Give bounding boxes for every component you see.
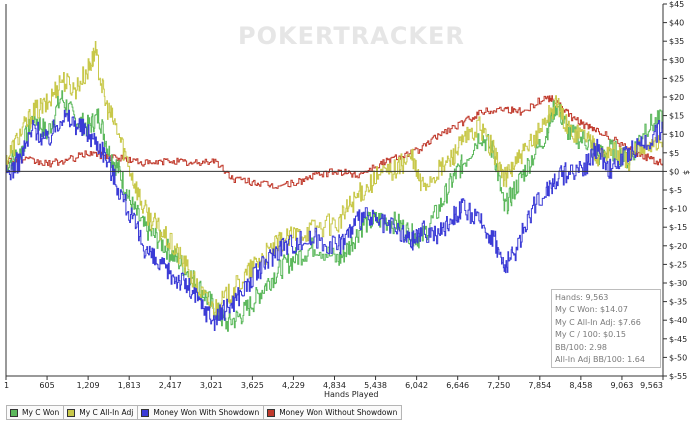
y-tick-label: $-5 (669, 186, 682, 195)
y-tick-label: $45 (669, 0, 684, 9)
legend-label: My C Won (22, 408, 60, 417)
x-tick-label: 6,646 (446, 381, 469, 390)
y-tick-label: $-55 (669, 372, 687, 381)
stats-box: Hands: 9,563 My C Won: $14.07 My C All-I… (551, 289, 661, 368)
stat-bb-100: BB/100: 2.98 (555, 342, 607, 352)
legend-swatch (141, 408, 150, 417)
legend-swatch (10, 408, 18, 417)
stat-allin-bb-100: All-In Adj BB/100: 1.64 (555, 355, 645, 365)
watermark: POKERTRACKER (238, 22, 465, 50)
x-tick-label: 8,458 (569, 381, 592, 390)
stat-hands: Hands: 9,563 (555, 293, 609, 302)
series-layer (6, 41, 664, 332)
axes-layer: $45 $40 $35 $30 $25 $20 $15 $10 $5 $0 $-5 $-10 $-15 $… (4, 0, 687, 390)
x-tick-label: 1,209 (77, 381, 100, 390)
x-tick-label: 7,854 (528, 381, 551, 390)
y-tick-label: $15 (669, 112, 684, 121)
y-tick-label: $30 (669, 56, 684, 65)
y-tick-label: $-45 (669, 335, 687, 344)
x-tick-label: 4,834 (323, 381, 346, 390)
series-line-my-c-all-in-adj (6, 41, 664, 319)
x-tick-label: 1,813 (118, 381, 141, 390)
stat-won: My C Won: $14.07 (555, 305, 628, 315)
x-tick-label: 605 (39, 381, 54, 390)
x-tick-label: 2,417 (159, 381, 182, 390)
y-tick-label: $-25 (669, 260, 687, 269)
legend-label: My C All-In Adj (79, 408, 134, 417)
x-axis-title: Hands Played (324, 390, 378, 399)
y-tick-label: $-20 (669, 242, 687, 251)
x-tick-label: 9,563 (640, 381, 663, 390)
x-tick-label: 4,229 (282, 381, 305, 390)
y-tick-label: $-15 (669, 223, 687, 232)
y-tick-label: $-35 (669, 298, 687, 307)
series-line-money-won-with-showdown (6, 109, 664, 331)
y-tick-label: $25 (669, 74, 684, 83)
y-tick-label: $-50 (669, 353, 687, 362)
y-tick-label: $40 (669, 19, 684, 28)
y-tick-label: $0 (669, 167, 679, 176)
y-tick-label: $-40 (669, 316, 687, 325)
legend-swatch (67, 408, 76, 417)
legend-label: Money Won With Showdown (153, 408, 260, 417)
y-tick-label: $-30 (669, 279, 687, 288)
y-tick-label: $10 (669, 130, 684, 139)
legend-item-with-showdown[interactable]: Money Won With Showdown (137, 405, 265, 420)
stat-per-100: My C / 100: $0.15 (555, 330, 626, 340)
x-tick-label: 7,250 (487, 381, 510, 390)
stat-allin-adj: My C All-In Adj: $7.66 (555, 317, 641, 327)
legend-item-all-in-adj[interactable]: My C All-In Adj (63, 405, 139, 420)
legend: My C Won My C All-In Adj Money Won With … (6, 405, 403, 420)
x-tick-label: 3,625 (241, 381, 264, 390)
y-axis-title: $ (682, 170, 691, 175)
x-tick-label: 3,021 (200, 381, 223, 390)
x-tick-label: 6,042 (405, 381, 428, 390)
legend-item-my-c-won[interactable]: My C Won (6, 405, 65, 420)
x-tick-label: 5,438 (364, 381, 387, 390)
legend-label: Money Won Without Showdown (279, 408, 398, 417)
y-tick-label: $35 (669, 37, 684, 46)
y-tick-label: $-10 (669, 205, 687, 214)
y-tick-label: $20 (669, 93, 684, 102)
y-tick-label: $5 (669, 149, 679, 158)
legend-item-without-showdown[interactable]: Money Won Without Showdown (263, 405, 403, 420)
legend-swatch (267, 408, 276, 417)
x-tick-label: 9,063 (610, 381, 633, 390)
x-tick-label: 1 (4, 381, 9, 390)
series-line-my-c-won (6, 90, 664, 332)
